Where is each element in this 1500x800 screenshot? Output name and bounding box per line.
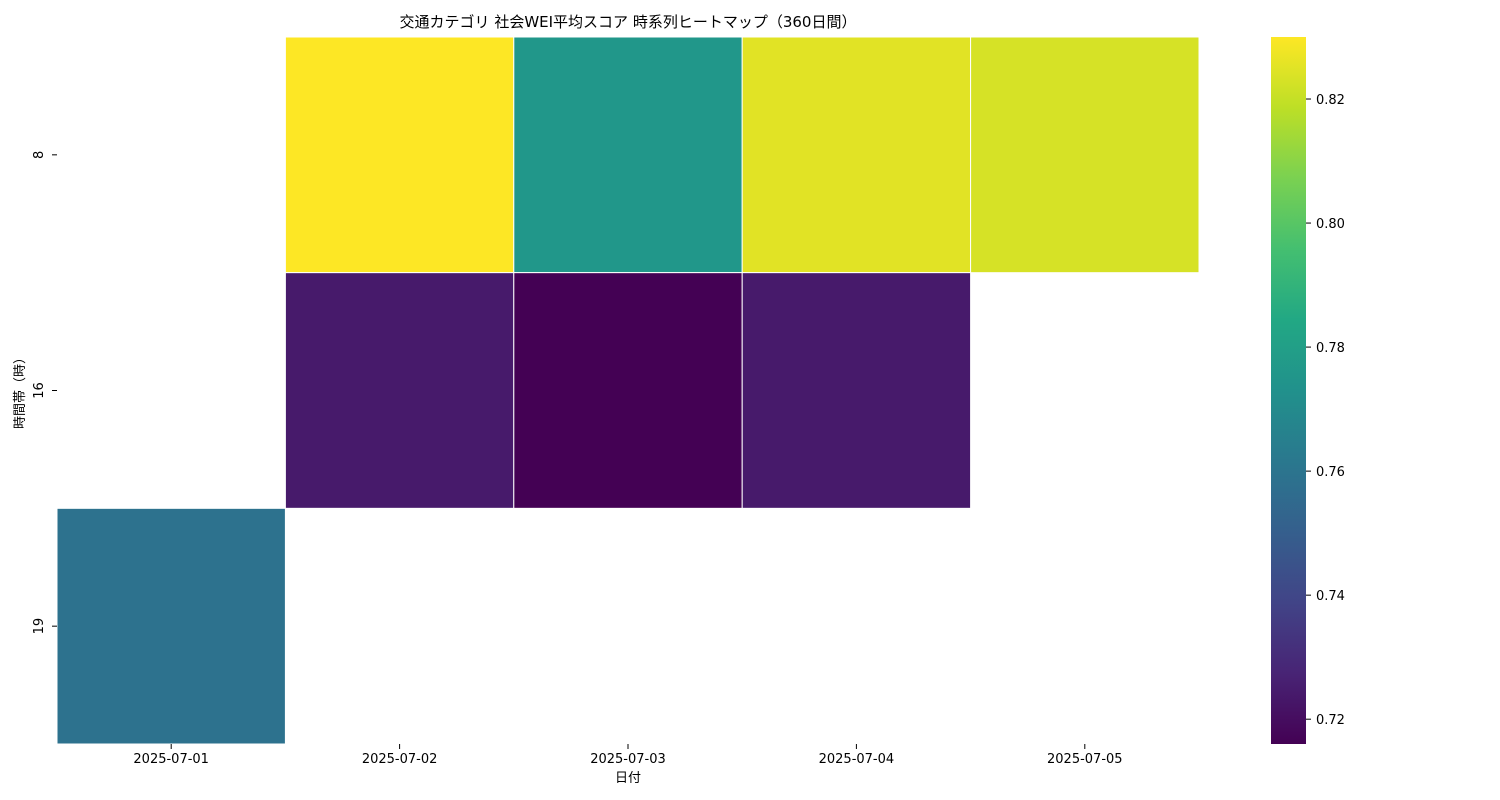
heatmap-cell [513,272,743,509]
y-axis: 8 16 19 [32,151,57,635]
x-tick-label: 2025-07-04 [819,752,895,767]
x-axis: 2025-07-01 2025-07-02 2025-07-03 2025-07-04… [133,744,1123,767]
heatmap-cell [741,272,972,509]
colorbar-ticks: 0.72 0.74 0.76 0.78 0.80 0.82 [1306,93,1345,728]
x-tick-label: 2025-07-05 [1047,752,1123,767]
x-tick-label: 2025-07-01 [133,752,209,767]
x-tick-label: 2025-07-03 [590,752,666,767]
y-tick-label: 8 [32,151,47,159]
heatmap-cell [741,36,972,274]
y-tick-label: 19 [32,618,47,635]
heatmap-cell [56,507,286,745]
y-tick-label: 16 [32,382,47,399]
heatmap-cell [284,36,515,274]
heatmap-cells [56,36,1200,745]
colorbar-tick-label: 0.72 [1316,713,1345,728]
heatmap-cell [970,36,1200,274]
colorbar [1271,37,1306,744]
x-tick-label: 2025-07-02 [362,752,438,767]
colorbar-tick-label: 0.78 [1316,341,1345,356]
heatmap-cell [513,36,743,274]
colorbar-tick-label: 0.76 [1316,465,1345,480]
chart-title: 交通カテゴリ 社会WEI平均スコア 時系列ヒートマップ（360日間） [400,13,857,31]
colorbar-tick-label: 0.80 [1316,217,1345,232]
colorbar-tick-label: 0.82 [1316,93,1345,108]
x-axis-label: 日付 [615,771,641,786]
colorbar-tick-label: 0.74 [1316,589,1345,604]
y-axis-label: 時間帯（時） [13,351,28,429]
heatmap-cell [284,272,515,509]
